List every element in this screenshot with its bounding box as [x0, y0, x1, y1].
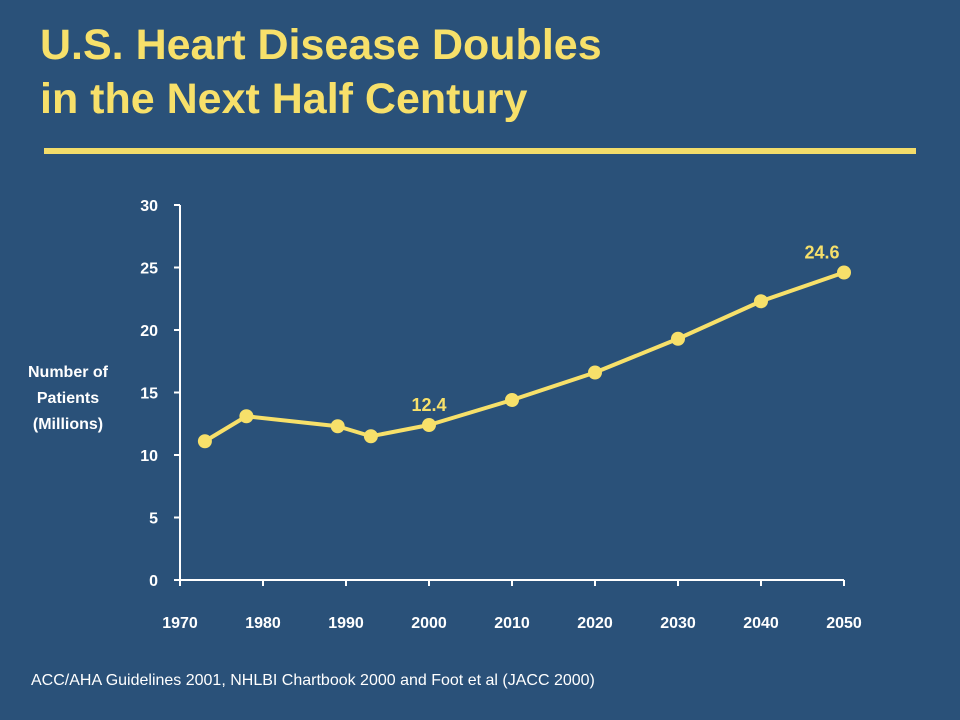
data-point [239, 409, 254, 424]
slide-title: U.S. Heart Disease Doubles in the Next H… [40, 18, 602, 126]
title-divider [44, 148, 916, 154]
x-tick-label: 2000 [411, 615, 447, 632]
x-tick-label: 2030 [660, 615, 696, 632]
title-line-2: in the Next Half Century [40, 75, 528, 123]
data-point [505, 393, 519, 407]
data-point [363, 429, 378, 444]
y-tick-label: 30 [140, 198, 158, 215]
y-axis-label-line-2: Patients [36, 390, 100, 407]
x-tick-label: 1970 [162, 615, 198, 632]
data-point [330, 419, 345, 434]
data-label: 12.4 [411, 395, 446, 415]
data-point [197, 434, 212, 449]
y-tick-label: 0 [149, 573, 158, 590]
y-axis-label-line-3: (Millions) [32, 416, 104, 433]
x-tick-label: 2040 [743, 615, 779, 632]
data-point [837, 265, 851, 280]
y-tick-label: 15 [140, 386, 158, 403]
x-tick-label: 2020 [577, 615, 613, 632]
y-tick-label: 10 [140, 448, 158, 465]
y-axis-label: Number of Patients (Millions) [8, 360, 128, 438]
y-axis-label-line-1: Number of [28, 364, 108, 381]
source-citation: ACC/AHA Guidelines 2001, NHLBI Chartbook… [31, 672, 595, 689]
x-tick-label: 1980 [245, 615, 281, 632]
x-tick-label: 2050 [826, 615, 862, 632]
data-point [422, 418, 436, 432]
y-tick-label: 20 [140, 323, 158, 340]
data-label: 24.6 [804, 243, 839, 263]
data-point [671, 331, 685, 346]
data-point [754, 294, 768, 309]
y-tick-label: 5 [149, 511, 158, 528]
series-line [203, 270, 845, 443]
x-tick-label: 1990 [328, 615, 364, 632]
data-point [588, 365, 602, 380]
title-line-1: U.S. Heart Disease Doubles [40, 21, 602, 69]
y-tick-label: 25 [140, 261, 158, 278]
x-tick-label: 2010 [494, 615, 530, 632]
